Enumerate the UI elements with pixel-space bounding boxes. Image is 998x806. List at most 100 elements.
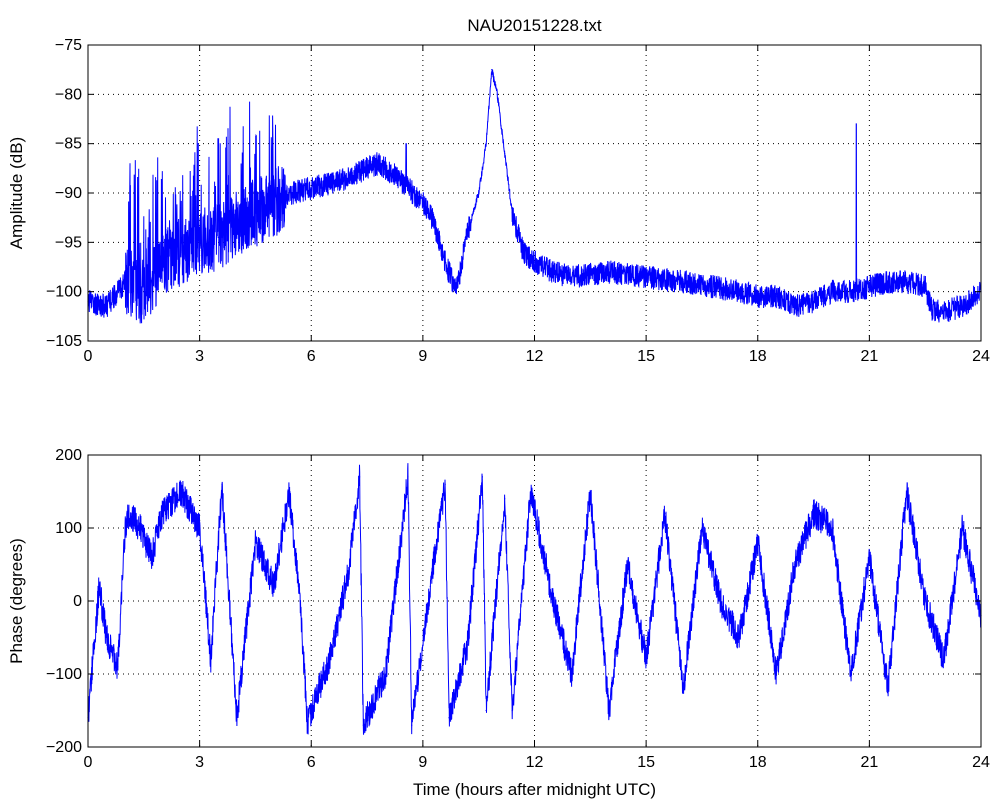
- x-tick-label: 12: [526, 348, 544, 365]
- data-point: [533, 261, 536, 263]
- data-point: [288, 490, 290, 493]
- y-tick-label: −85: [55, 136, 82, 153]
- y-tick-label: 200: [55, 447, 82, 464]
- data-point: [961, 527, 963, 529]
- data-point: [411, 724, 413, 726]
- data-point: [377, 162, 379, 164]
- y-tick-label: −200: [46, 739, 82, 756]
- data-point: [143, 291, 145, 293]
- data-point: [385, 673, 387, 675]
- data-point: [924, 286, 926, 288]
- data-point: [887, 281, 889, 283]
- data-point: [128, 512, 130, 515]
- x-tick-label: 9: [418, 754, 427, 771]
- data-point: [757, 296, 759, 298]
- data-point: [712, 286, 714, 288]
- data-point: [199, 241, 201, 243]
- data-point: [433, 222, 435, 224]
- x-tick-label: 3: [195, 754, 204, 771]
- data-point: [491, 69, 493, 71]
- data-point: [943, 658, 945, 661]
- data-point: [738, 291, 740, 293]
- data-point: [757, 542, 759, 544]
- x-tick-label: 15: [637, 754, 655, 771]
- data-point: [139, 527, 141, 529]
- data-point: [117, 666, 119, 668]
- data-point: [608, 709, 610, 712]
- data-point: [254, 542, 257, 544]
- data-point: [485, 143, 487, 145]
- data-point: [504, 498, 506, 500]
- data-point: [273, 585, 275, 588]
- data-point: [868, 286, 870, 288]
- data-point: [932, 310, 934, 312]
- x-tick-label: 18: [749, 348, 767, 365]
- data-point: [106, 636, 108, 639]
- y-axis-label: Amplitude (dB): [7, 137, 26, 249]
- data-point: [481, 476, 484, 478]
- x-tick-label: 15: [637, 348, 655, 365]
- data-point: [254, 212, 257, 214]
- data-point: [608, 271, 610, 273]
- data-point: [448, 717, 450, 719]
- data-point: [645, 658, 647, 661]
- data-point: [221, 483, 223, 485]
- data-point: [961, 305, 963, 308]
- data-point: [466, 644, 469, 646]
- data-point: [682, 281, 684, 283]
- data-point: [504, 152, 506, 155]
- data-point: [530, 490, 532, 493]
- phase-panel: 0 3 6 9 12 15 18 21 24 200 100 0 −100 −200 Time (hours…: [7, 447, 990, 799]
- data-point: [407, 187, 409, 189]
- data-point: [812, 300, 815, 303]
- data-point: [522, 251, 524, 253]
- x-tick-label: 3: [195, 348, 204, 365]
- data-point: [552, 271, 554, 273]
- data-point: [831, 527, 833, 529]
- data-point: [775, 673, 777, 675]
- x-tick-label: 21: [860, 348, 878, 365]
- data-point: [589, 490, 591, 493]
- data-point: [106, 305, 108, 308]
- x-axis-label: Time (hours after midnight UTC): [413, 780, 656, 799]
- data-point: [180, 251, 182, 253]
- data-point: [329, 182, 331, 184]
- data-point: [310, 709, 312, 712]
- data-point: [485, 709, 487, 712]
- data-point: [98, 585, 100, 588]
- data-point: [794, 563, 796, 566]
- data-point: [150, 556, 152, 558]
- data-point: [124, 281, 126, 283]
- data-point: [180, 490, 182, 493]
- data-point: [478, 192, 480, 194]
- data-point: [407, 476, 409, 478]
- data-point: [850, 673, 852, 675]
- data-point: [310, 187, 312, 189]
- data-point: [299, 600, 301, 602]
- data-point: [626, 563, 629, 566]
- data-point: [571, 673, 573, 675]
- x-tick-label: 18: [749, 754, 767, 771]
- data-point: [868, 556, 870, 558]
- data-point: [905, 490, 908, 493]
- data-point: [511, 212, 513, 214]
- data-point: [306, 724, 309, 726]
- data-point: [738, 636, 740, 639]
- x-tick-label: 6: [307, 348, 316, 365]
- data-point: [571, 276, 573, 278]
- data-point: [887, 688, 889, 690]
- x-tick-label: 24: [972, 348, 990, 365]
- y-axis-label: Phase (degrees): [7, 538, 26, 664]
- y-tick-label: −90: [55, 185, 82, 202]
- data-point: [905, 281, 908, 283]
- y-tick-label: 100: [55, 520, 82, 537]
- x-tick-label: 6: [307, 754, 316, 771]
- data-point: [511, 709, 513, 712]
- amplitude-panel: 0 3 6 9 12 15 18 21 24 −75 −80 −85 −90 −95 −100 −105 NAU…: [7, 16, 990, 365]
- data-point: [794, 305, 796, 308]
- y-tick-label: 0: [73, 593, 82, 610]
- x-tick-label: 0: [84, 754, 93, 771]
- x-tick-label: 0: [84, 348, 93, 365]
- data-point: [362, 724, 364, 726]
- y-tick-label: −95: [55, 234, 82, 251]
